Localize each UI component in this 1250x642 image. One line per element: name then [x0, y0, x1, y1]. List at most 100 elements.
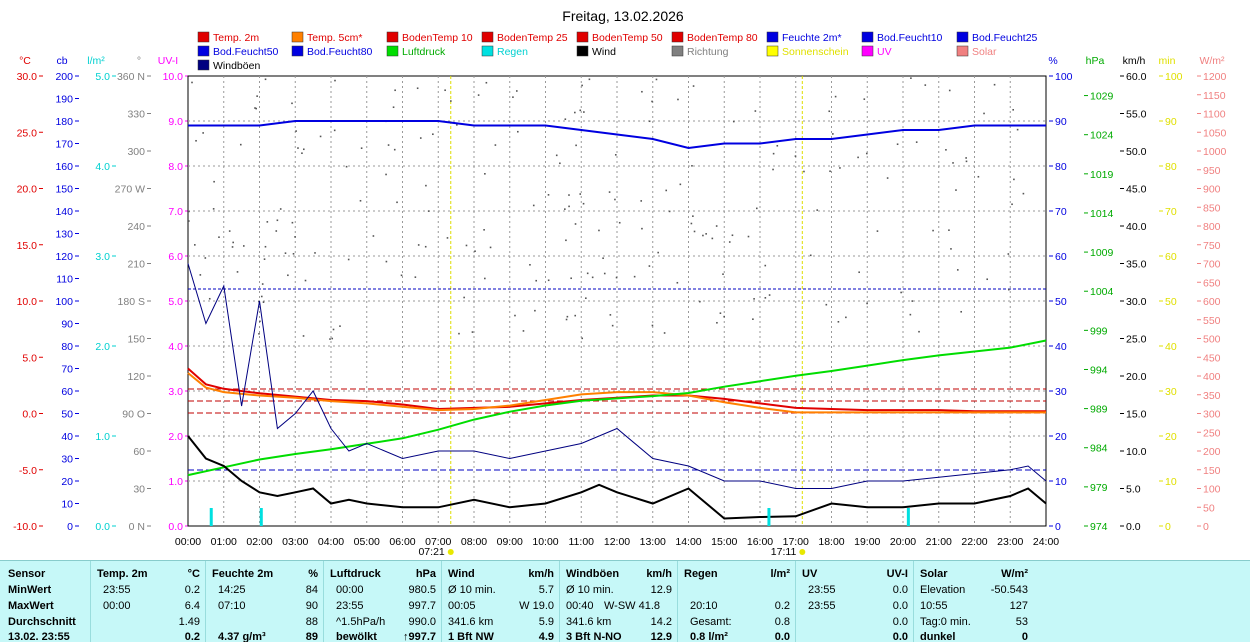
wind-direction-point — [484, 173, 486, 175]
wind-tick-label: 45.0 — [1126, 184, 1147, 196]
wind-direction-point — [641, 90, 643, 93]
wind-direction-point — [393, 148, 396, 151]
series-temp-5cm — [187, 372, 1046, 414]
wind-direction-point — [839, 167, 841, 169]
temp-axis-unit: °C — [19, 55, 31, 67]
wind-direction-point — [458, 332, 460, 335]
wind-direction-point — [609, 314, 612, 316]
uvi-tick-label: 8.0 — [168, 161, 183, 173]
solar-tick-label: 700 — [1203, 259, 1221, 271]
wind-direction-point — [456, 124, 458, 126]
sun-tick-label: 60 — [1165, 251, 1177, 263]
dir-tick-label: 90 O — [122, 409, 145, 421]
x-tick-label: 24:00 — [1033, 536, 1059, 548]
wind-direction-point — [924, 84, 927, 86]
stat-value: bewölkt — [336, 631, 377, 642]
wind-direction-point — [319, 135, 322, 138]
wind-direction-point — [529, 263, 531, 266]
sun-time-label: 07:21 — [418, 546, 444, 558]
cb-tick-label: 170 — [55, 139, 73, 151]
wind-direction-point — [465, 244, 468, 247]
stat-value: 0 — [1021, 631, 1028, 642]
series-wind — [187, 435, 1047, 520]
wind-direction-point — [372, 235, 375, 237]
legend-label: Regen — [497, 46, 528, 58]
wind-direction-point — [276, 219, 279, 222]
stat-value: 341.6 km — [448, 616, 494, 628]
stat-value: 0.0 — [892, 616, 908, 628]
stat-value: Ø 10 min. — [566, 584, 614, 596]
temp-tick-label: 20.0 — [17, 184, 38, 196]
wind-direction-point — [263, 258, 266, 260]
stat-value: 20:10 — [690, 600, 718, 612]
stat-value: Tag:0 min. — [920, 616, 971, 628]
wind-direction-point — [1012, 108, 1014, 111]
stat-value: 00:00 — [336, 584, 364, 596]
rain-bar — [906, 508, 910, 526]
row-label-avg: Durchschnitt — [8, 616, 76, 628]
legend-swatch — [197, 31, 210, 43]
legend-swatch — [766, 45, 779, 57]
wind-direction-point — [555, 154, 558, 157]
rain-axis-unit: l/m² — [87, 55, 105, 67]
sun-tick-label: 100 — [1165, 71, 1183, 83]
stat-unit: l/m² — [770, 568, 790, 580]
wind-direction-point — [570, 277, 572, 280]
x-tick-label: 03:00 — [282, 536, 308, 548]
wind-direction-point — [764, 297, 767, 299]
wind-direction-point — [419, 137, 422, 139]
stat-value: 0.0 — [774, 631, 790, 642]
wind-tick-label: 25.0 — [1126, 334, 1147, 346]
wind-direction-point — [665, 189, 668, 192]
wind-direction-point — [304, 279, 307, 282]
wind-direction-point — [264, 245, 267, 248]
solar-tick-label: 450 — [1203, 352, 1221, 364]
x-tick-label: 01:00 — [211, 536, 237, 548]
sun-tick-label: 50 — [1165, 296, 1177, 308]
sun-tick-label: 80 — [1165, 161, 1177, 173]
legend-swatch — [197, 45, 210, 57]
legend-swatch — [481, 31, 494, 43]
stat-unit: UV-I — [886, 568, 908, 580]
stat-value: 14.2 — [650, 616, 672, 628]
wind-direction-point — [262, 301, 265, 303]
stat-value: 0.2 — [774, 600, 790, 612]
wind-direction-point — [347, 258, 350, 261]
solar-tick-label: 100 — [1203, 484, 1221, 496]
x-tick-label: 04:00 — [318, 536, 344, 548]
legend-swatch — [197, 59, 210, 71]
stat-value: Gesamt: — [690, 616, 732, 628]
x-tick-label: 12:00 — [604, 536, 630, 548]
sun-tick-label: 10 — [1165, 476, 1177, 488]
solar-tick-label: 250 — [1203, 427, 1221, 439]
stat-value: 1 Bft NW — [448, 631, 494, 642]
cb-tick-label: 110 — [56, 274, 73, 286]
wind-direction-point — [334, 79, 336, 82]
wind-direction-point — [212, 208, 215, 210]
legend-item: Richtung — [671, 45, 729, 58]
humidity-tick-label: 10 — [1055, 476, 1067, 488]
stat-value: 89 — [305, 631, 318, 642]
wind-direction-point — [385, 260, 388, 263]
stat-value: 53 — [1015, 616, 1028, 628]
dir-tick-label: 0 N — [129, 521, 145, 533]
wind-direction-point — [588, 78, 591, 81]
wind-direction-point — [208, 297, 211, 300]
stat-value: W-SW 41.8 — [604, 600, 661, 612]
stat-heading: UV — [802, 568, 818, 580]
uvi-tick-label: 5.0 — [168, 296, 183, 308]
wind-direction-point — [339, 325, 341, 327]
legend-item: BodenTemp 50 — [576, 31, 663, 44]
wind-direction-point — [258, 332, 260, 335]
sun-tick-label: 90 — [1165, 116, 1177, 128]
stat-value: 6.4 — [184, 600, 200, 612]
stat-unit: km/h — [646, 568, 672, 580]
wind-direction-point — [261, 283, 264, 285]
wind-direction-point — [574, 314, 577, 317]
wind-direction-point — [772, 152, 775, 155]
wind-direction-point — [886, 177, 889, 179]
wind-direction-point — [711, 237, 714, 240]
wind-direction-point — [752, 318, 754, 320]
wind-direction-point — [640, 200, 643, 202]
wind-tick-label: 0.0 — [1126, 521, 1141, 533]
